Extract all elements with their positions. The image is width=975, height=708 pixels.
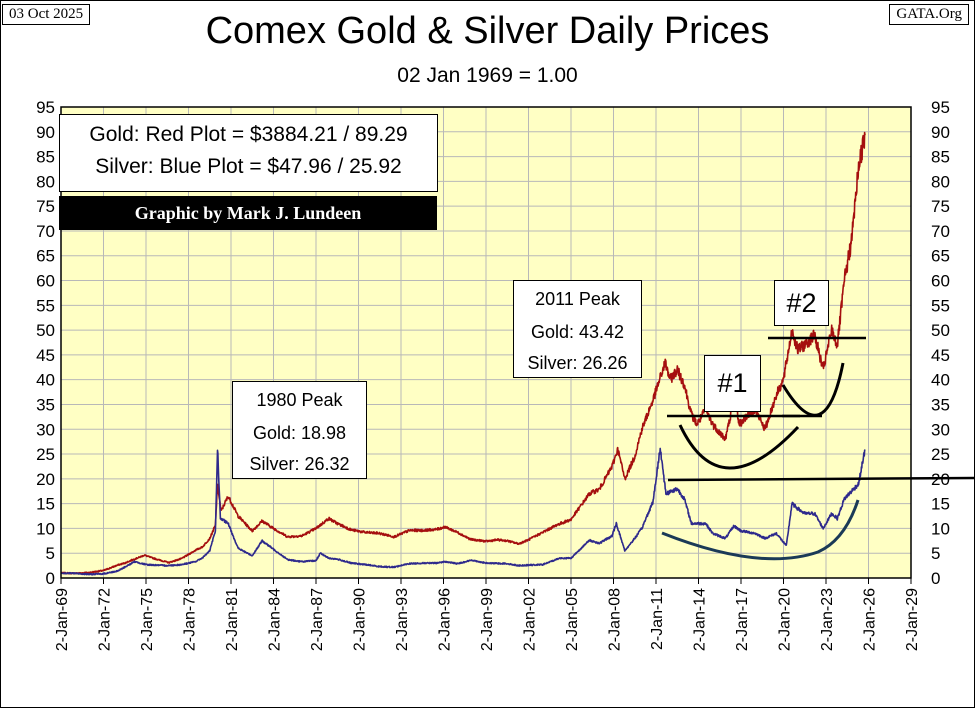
cup-curve-1	[678, 424, 800, 470]
x-tick-label: 2-Jan-81	[224, 588, 241, 651]
y-tick-label-left: 10	[36, 519, 55, 538]
y-tick-label-right: 40	[931, 371, 950, 390]
x-tick-label: 2-Jan-93	[394, 588, 411, 651]
x-tick-label: 2-Jan-23	[819, 588, 836, 651]
peak-2011-callout: 2011 Peak Gold: 43.42 Silver: 26.26	[513, 280, 642, 378]
y-tick-label-left: 5	[46, 544, 55, 563]
peak-1980-silver: Silver: 26.32	[249, 454, 350, 474]
series-line-silver	[60, 447, 866, 576]
x-tick-label: 2-Jan-17	[734, 588, 751, 651]
x-tick-label: 2-Jan-78	[182, 588, 199, 651]
y-tick-label-right: 10	[931, 519, 950, 538]
x-tick-label: 2-Jan-69	[54, 588, 71, 651]
x-tick-label: 2-Jan-14	[692, 588, 709, 651]
y-tick-label-left: 80	[36, 172, 55, 191]
y-tick-label-right: 70	[931, 222, 950, 241]
date-label: 03 Oct 2025	[2, 4, 91, 25]
y-tick-label-left: 15	[36, 495, 55, 514]
x-tick-label: 2-Jan-05	[564, 588, 581, 651]
y-tick-label-left: 95	[36, 98, 55, 117]
chart-subtitle: 02 Jan 1969 = 1.00	[397, 64, 578, 87]
hand-drawn-annotations	[661, 336, 975, 561]
y-tick-label-left: 30	[36, 420, 55, 439]
y-tick-label-right: 0	[931, 569, 940, 588]
x-tick-label: 2-Jan-02	[522, 588, 539, 651]
x-tick-label: 2-Jan-84	[267, 588, 284, 651]
y-tick-label-right: 85	[931, 148, 950, 167]
x-tick-label: 2-Jan-75	[139, 588, 156, 651]
x-tick-label: 2-Jan-99	[479, 588, 496, 651]
y-tick-label-left: 0	[46, 569, 55, 588]
y-tick-label-right: 80	[931, 172, 950, 191]
y-tick-label-left: 75	[36, 197, 55, 216]
y-tick-label-right: 30	[931, 420, 950, 439]
y-tick-label-right: 90	[931, 123, 950, 142]
x-tick-label: 2-Jan-11	[649, 588, 666, 650]
y-tick-label-right: 5	[931, 544, 940, 563]
y-tick-label-left: 35	[36, 395, 55, 414]
y-tick-label-right: 25	[931, 445, 950, 464]
y-tick-label-left: 85	[36, 148, 55, 167]
y-tick-label-right: 75	[931, 197, 950, 216]
x-tick-label: 2-Jan-90	[352, 588, 369, 651]
x-tick-label: 2-Jan-29	[904, 588, 921, 651]
y-axis-labels: 0055101015152020252530303535404045455050…	[36, 98, 950, 588]
legend-silver: Silver: Blue Plot = $47.96 / 25.92	[95, 155, 402, 178]
legend-box: Gold: Red Plot = $3884.21 / 89.29 Silver…	[59, 114, 438, 192]
x-tick-label: 2-Jan-96	[437, 588, 454, 651]
x-tick-label: 2-Jan-87	[309, 588, 326, 651]
x-axis-labels: 2-Jan-69 2-Jan-72 2-Jan-75 2-Jan-78 2-Jan-81…	[54, 588, 921, 651]
peak-1980-title: 1980 Peak	[256, 390, 343, 410]
silver-curve	[661, 499, 860, 561]
y-tick-label-left: 70	[36, 222, 55, 241]
credit-banner: Graphic by Mark J. Lundeen	[59, 196, 437, 230]
cup-curve-2	[781, 362, 845, 417]
y-tick-label-right: 95	[931, 98, 950, 117]
y-tick-label-left: 65	[36, 247, 55, 266]
y-tick-label-right: 15	[931, 495, 950, 514]
x-tick-label: 2-Jan-26	[862, 588, 879, 651]
y-tick-label-left: 40	[36, 371, 55, 390]
marker-1: #1	[704, 355, 761, 412]
peak-2011-title: 2011 Peak	[535, 289, 620, 309]
source-label: GATA.Org	[889, 4, 969, 25]
peak-2011-silver: Silver: 26.26	[527, 353, 628, 373]
y-tick-label-left: 60	[36, 272, 55, 291]
y-tick-label-left: 55	[36, 296, 55, 315]
x-tick-label: 2-Jan-08	[607, 588, 624, 651]
y-tick-label-right: 35	[931, 395, 950, 414]
peak-1980-callout: 1980 Peak Gold: 18.98 Silver: 26.32	[232, 381, 367, 479]
y-tick-label-left: 50	[36, 321, 55, 340]
peak-2011-gold: Gold: 43.42	[530, 322, 625, 342]
y-tick-label-left: 45	[36, 346, 55, 365]
y-tick-label-right: 45	[931, 346, 950, 365]
marker-2: #2	[774, 280, 829, 326]
peak-1980-gold: Gold: 18.98	[252, 423, 347, 443]
y-tick-label-right: 50	[931, 321, 950, 340]
y-tick-label-left: 90	[36, 123, 55, 142]
plot-border	[60, 106, 912, 579]
y-tick-label-left: 25	[36, 445, 55, 464]
x-tick-label: 2-Jan-72	[97, 588, 114, 651]
chart-title: Comex Gold & Silver Daily Prices	[205, 10, 770, 52]
y-tick-label-right: 60	[931, 272, 950, 291]
legend-gold: Gold: Red Plot = $3884.21 / 89.29	[89, 123, 408, 146]
y-tick-label-right: 65	[931, 247, 950, 266]
y-tick-label-right: 55	[931, 296, 950, 315]
silver-resistance-line	[667, 476, 975, 482]
y-tick-label-left: 20	[36, 470, 55, 489]
x-tick-label: 2-Jan-20	[777, 588, 794, 651]
